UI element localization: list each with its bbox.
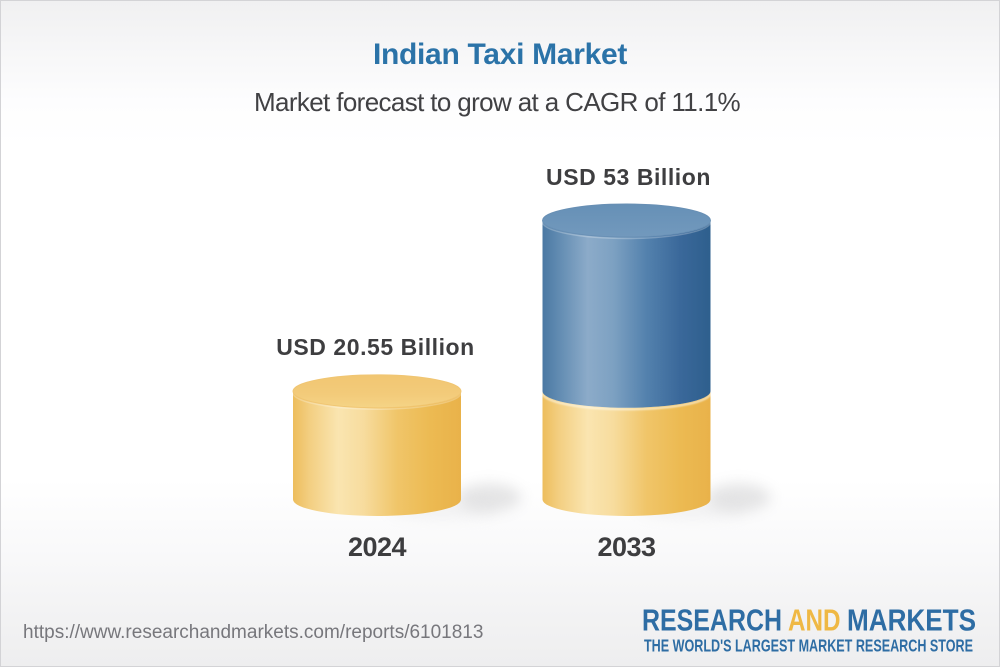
cylinder-bar-2033 bbox=[542, 203, 771, 519]
cylinder-segment-gold bbox=[293, 391, 461, 516]
cylinder-top-blue bbox=[542, 203, 711, 238]
logo-word-markets: MARKETS bbox=[847, 603, 976, 638]
report-url[interactable]: https://www.researchandmarkets.com/repor… bbox=[23, 622, 484, 643]
logo-word-research: RESEARCH bbox=[642, 603, 782, 638]
bar-value-label-2033: USD 53 Billion bbox=[546, 163, 711, 190]
cylinder-segment-gold bbox=[542, 391, 711, 516]
bar-value-label-2024: USD 20.55 Billion bbox=[276, 334, 475, 361]
cylinder-bar-2024 bbox=[292, 374, 521, 519]
cylinder-top-gold bbox=[292, 374, 462, 409]
chart-title: Indian Taxi Market bbox=[372, 38, 628, 71]
chart-subtitle: Market forecast to grow at a CAGR of 11.… bbox=[253, 87, 741, 117]
logo-tagline: THE WORLD'S LARGEST MARKET RESEARCH STOR… bbox=[644, 636, 973, 656]
bar-category-label-2024: 2024 bbox=[347, 532, 407, 562]
cylinder-segment-blue bbox=[542, 220, 711, 408]
logo-word-and: AND bbox=[788, 603, 841, 638]
bar-category-label-2033: 2033 bbox=[597, 532, 656, 562]
